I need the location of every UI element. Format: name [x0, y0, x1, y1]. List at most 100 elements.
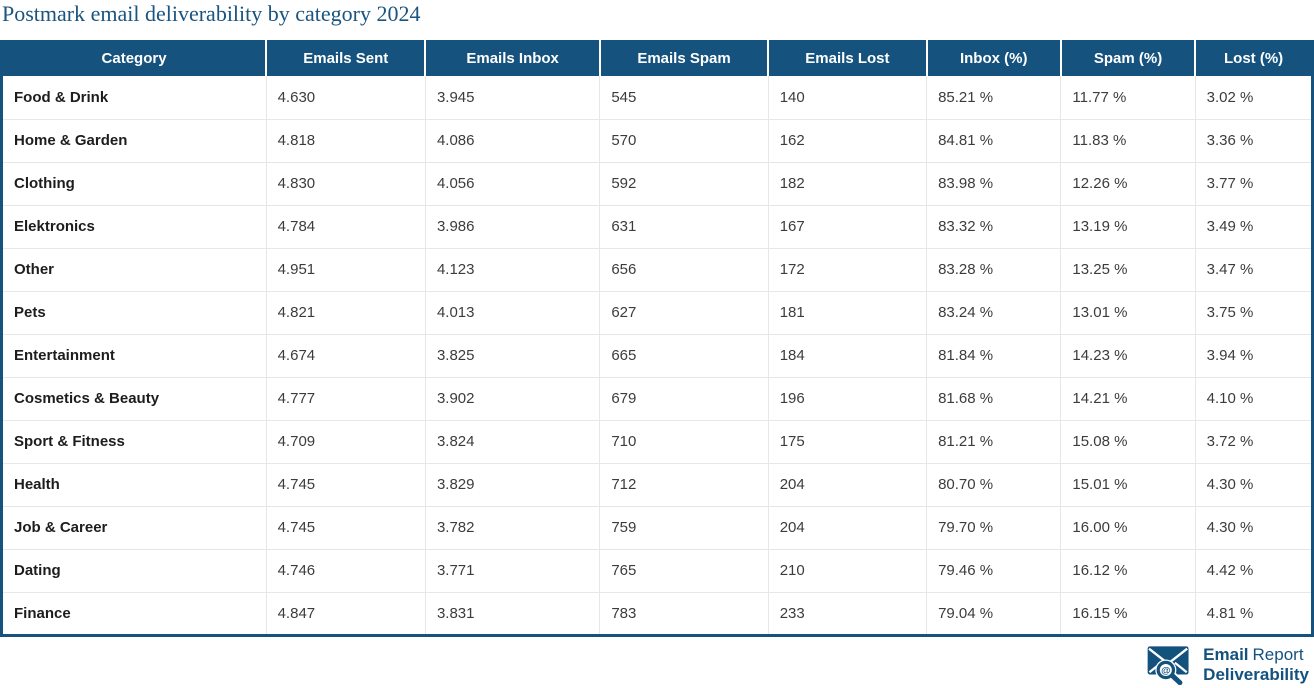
table-row: Job & Career 4.745 3.782 759 204 79.70 % 16.00…: [1, 505, 1313, 549]
value-cell: 3.77 %: [1194, 161, 1313, 205]
table-header: Category Emails Sent Emails Inbox Emails Sp…: [1, 40, 1313, 76]
value-cell: 79.70 %: [926, 505, 1061, 549]
value-cell: 4.746: [265, 548, 426, 592]
table-row: Health 4.745 3.829 712 204 80.70 % 15.01 % 4.30…: [1, 462, 1313, 506]
value-cell: 12.26 %: [1060, 161, 1196, 205]
value-cell: 182: [767, 161, 927, 205]
value-cell: 4.709: [265, 419, 426, 463]
category-cell: Health: [1, 462, 267, 506]
value-cell: 3.771: [424, 548, 600, 592]
value-cell: 627: [599, 290, 769, 334]
value-cell: 15.08 %: [1060, 419, 1196, 463]
value-cell: 140: [767, 76, 927, 119]
value-cell: 14.23 %: [1060, 333, 1196, 377]
value-cell: 665: [599, 333, 769, 377]
value-cell: 4.056: [424, 161, 600, 205]
value-cell: 84.81 %: [926, 118, 1061, 162]
value-cell: 759: [599, 505, 769, 549]
column-header-emails-sent: Emails Sent: [265, 40, 426, 76]
value-cell: 83.32 %: [926, 204, 1061, 248]
category-cell: Food & Drink: [1, 76, 267, 119]
table-row: Dating 4.746 3.771 765 210 79.46 % 16.12 % 4.42…: [1, 548, 1313, 592]
value-cell: 162: [767, 118, 927, 162]
value-cell: 167: [767, 204, 927, 248]
value-cell: 79.04 %: [926, 591, 1061, 635]
value-cell: 783: [599, 591, 769, 635]
value-cell: 3.75 %: [1194, 290, 1313, 334]
value-cell: 656: [599, 247, 769, 291]
category-cell: Entertainment: [1, 333, 267, 377]
brand-text: Email Report Deliverability: [1203, 645, 1309, 685]
value-cell: 3.902: [424, 376, 600, 420]
value-cell: 81.21 %: [926, 419, 1061, 463]
value-cell: 85.21 %: [926, 76, 1061, 119]
column-header-category: Category: [1, 40, 267, 76]
value-cell: 16.12 %: [1060, 548, 1196, 592]
value-cell: 3.782: [424, 505, 600, 549]
table-row: Entertainment 4.674 3.825 665 184 81.84 % 14.2…: [1, 333, 1313, 377]
category-cell: Other: [1, 247, 267, 291]
value-cell: 80.70 %: [926, 462, 1061, 506]
value-cell: 11.83 %: [1060, 118, 1196, 162]
table-row: Elektronics 4.784 3.986 631 167 83.32 % 13.19 …: [1, 204, 1313, 248]
value-cell: 545: [599, 76, 769, 119]
value-cell: 4.10 %: [1194, 376, 1313, 420]
value-cell: 570: [599, 118, 769, 162]
value-cell: 592: [599, 161, 769, 205]
value-cell: 4.830: [265, 161, 426, 205]
value-cell: 11.77 %: [1060, 76, 1196, 119]
value-cell: 81.68 %: [926, 376, 1061, 420]
brand-line1-regular: Report: [1252, 644, 1304, 664]
table-row: Sport & Fitness 4.709 3.824 710 175 81.21 % 15…: [1, 419, 1313, 463]
value-cell: 204: [767, 505, 927, 549]
value-cell: 16.00 %: [1060, 505, 1196, 549]
category-cell: Pets: [1, 290, 267, 334]
page-title: Postmark email deliverability by categor…: [2, 1, 421, 26]
column-header-lost: Lost (%): [1194, 40, 1313, 76]
brand-logo[interactable]: @ Email Report Deliverability: [1143, 645, 1309, 685]
value-cell: 4.745: [265, 505, 426, 549]
value-cell: 3.94 %: [1194, 333, 1313, 377]
value-cell: 3.829: [424, 462, 600, 506]
table-row: Clothing 4.830 4.056 592 182 83.98 % 12.26 % 3.…: [1, 161, 1313, 205]
brand-line1-bold: Email: [1203, 644, 1249, 664]
value-cell: 3.831: [424, 591, 600, 635]
value-cell: 4.123: [424, 247, 600, 291]
category-cell: Elektronics: [1, 204, 267, 248]
table-row: Home & Garden 4.818 4.086 570 162 84.81 % 11.8…: [1, 118, 1313, 162]
table-row: Pets 4.821 4.013 627 181 83.24 % 13.01 % 3.75 %: [1, 290, 1313, 334]
value-cell: 3.825: [424, 333, 600, 377]
table-row: Finance 4.847 3.831 783 233 79.04 % 16.15 % 4.8…: [1, 591, 1313, 635]
value-cell: 3.36 %: [1194, 118, 1313, 162]
value-cell: 4.42 %: [1194, 548, 1313, 592]
value-cell: 204: [767, 462, 927, 506]
value-cell: 3.986: [424, 204, 600, 248]
category-cell: Dating: [1, 548, 267, 592]
value-cell: 79.46 %: [926, 548, 1061, 592]
value-cell: 4.951: [265, 247, 426, 291]
value-cell: 631: [599, 204, 769, 248]
value-cell: 4.30 %: [1194, 505, 1313, 549]
table-body: Food & Drink 4.630 3.945 545 140 85.21 % 11.77…: [1, 76, 1313, 635]
value-cell: 3.02 %: [1194, 76, 1313, 119]
column-header-emails-lost: Emails Lost: [767, 40, 927, 76]
deliverability-table: Category Emails Sent Emails Inbox Emails Sp…: [0, 40, 1314, 637]
value-cell: 3.49 %: [1194, 204, 1313, 248]
footer: @ Email Report Deliverability: [0, 645, 1314, 685]
header-row: Category Emails Sent Emails Inbox Emails Sp…: [1, 40, 1313, 76]
value-cell: 83.98 %: [926, 161, 1061, 205]
at-symbol: @: [1161, 665, 1170, 676]
category-cell: Clothing: [1, 161, 267, 205]
value-cell: 15.01 %: [1060, 462, 1196, 506]
value-cell: 14.21 %: [1060, 376, 1196, 420]
value-cell: 4.674: [265, 333, 426, 377]
table-row: Food & Drink 4.630 3.945 545 140 85.21 % 11.77…: [1, 76, 1313, 119]
value-cell: 196: [767, 376, 927, 420]
value-cell: 3.47 %: [1194, 247, 1313, 291]
value-cell: 4.784: [265, 204, 426, 248]
table-row: Other 4.951 4.123 656 172 83.28 % 13.25 % 3.47 …: [1, 247, 1313, 291]
value-cell: 172: [767, 247, 927, 291]
column-header-inbox: Inbox (%): [925, 40, 1061, 76]
value-cell: 4.777: [265, 376, 426, 420]
value-cell: 4.013: [424, 290, 600, 334]
